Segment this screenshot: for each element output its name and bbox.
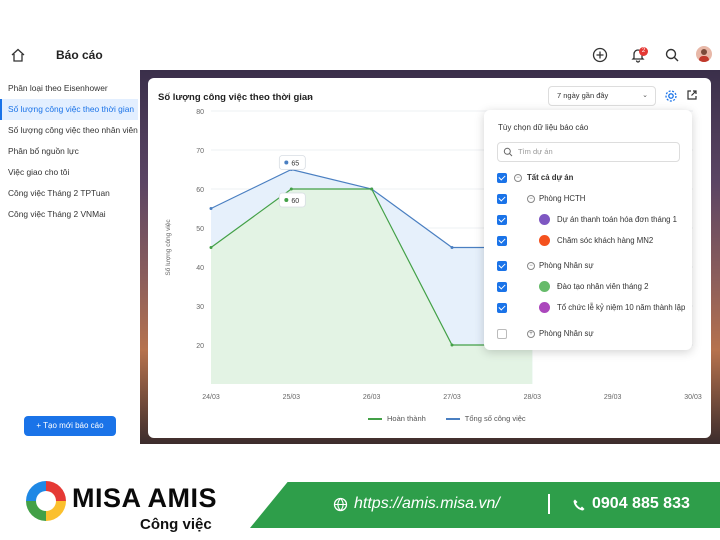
- avatar[interactable]: [696, 46, 712, 62]
- project-row-all[interactable]: − Tất cả dự án: [484, 169, 692, 187]
- y-tick-label: 60: [196, 187, 204, 194]
- collapse-icon[interactable]: −: [514, 174, 522, 182]
- y-tick-label: 70: [196, 148, 204, 155]
- data-point-done: [209, 246, 213, 249]
- report-sidebar: Phân loại theo Eisenhower Số lượng công …: [0, 78, 138, 444]
- gear-icon[interactable]: [664, 89, 678, 103]
- data-point-done: [450, 343, 454, 347]
- checkbox[interactable]: [497, 215, 507, 225]
- checkbox[interactable]: [497, 173, 507, 183]
- project-row-hr-2[interactable]: + Phòng Nhân sự: [484, 325, 692, 343]
- y-tick-label: 80: [196, 109, 204, 116]
- brand-name: MISA AMIS: [72, 483, 217, 513]
- y-tick-label: 40: [196, 265, 204, 272]
- page-title: Báo cáo: [56, 48, 103, 62]
- project-row-training[interactable]: Đào tạo nhân viên tháng 2: [484, 278, 692, 296]
- sidebar-item-feb-vnmai[interactable]: Công việc Tháng 2 VNMai: [8, 209, 106, 219]
- chart-legend: Hoàn thành Tổng số công việc: [368, 414, 526, 423]
- project-search-input[interactable]: Tìm dự án: [497, 142, 680, 162]
- project-icon: [539, 235, 550, 246]
- series-area-done: [211, 189, 533, 384]
- panel-title: Tùy chọn dữ liệu báo cáo: [498, 123, 589, 132]
- x-tick-label: 27/03: [443, 394, 461, 401]
- checkbox[interactable]: [497, 261, 507, 271]
- sidebar-item-feb-tptuan[interactable]: Công việc Tháng 2 TPTuan: [8, 188, 110, 198]
- checkbox[interactable]: [497, 303, 507, 313]
- checkbox[interactable]: [497, 194, 507, 204]
- y-tick-label: 30: [196, 304, 204, 311]
- chevron-down-icon: ⌄: [642, 92, 648, 99]
- legend-item-total[interactable]: Tổng số công việc: [445, 414, 526, 423]
- search-icon[interactable]: [663, 46, 681, 64]
- add-icon[interactable]: [591, 46, 609, 64]
- sidebar-item-assigned-to-me[interactable]: Việc giao cho tôi: [8, 167, 70, 177]
- project-icon: [539, 302, 550, 313]
- chevron-down-icon[interactable]: ⌄: [306, 92, 313, 101]
- checkbox[interactable]: [497, 329, 507, 339]
- phone-icon: [573, 499, 585, 511]
- export-icon[interactable]: [686, 89, 698, 101]
- data-point-total: [209, 207, 213, 210]
- sidebar-item-tasks-by-time[interactable]: Số lượng công việc theo thời gian: [0, 99, 138, 120]
- top-bar: Báo cáo 2: [0, 40, 720, 70]
- phone-number[interactable]: 0904 885 833: [592, 495, 690, 512]
- tooltip-total-label: 65: [291, 161, 299, 168]
- tooltip-done-label: 60: [291, 198, 299, 205]
- tasks-over-time-chart: 20 30 40 50 60 70 80 24/03 25/03 26/03 27/03 28/03 2…: [163, 109, 702, 401]
- website-link[interactable]: https://amis.misa.vn/: [354, 495, 500, 512]
- project-row-customer-care[interactable]: Chăm sóc khách hàng MN2: [484, 232, 692, 250]
- globe-icon: [333, 497, 348, 512]
- data-options-panel: Tùy chọn dữ liệu báo cáo Tìm dự án − Tất…: [484, 110, 692, 350]
- collapse-icon[interactable]: −: [527, 195, 535, 203]
- new-report-button[interactable]: + Tạo mới báo cáo: [24, 416, 116, 436]
- tooltip-done-dot: [284, 198, 289, 202]
- y-tick-label: 20: [196, 343, 204, 350]
- y-axis-label: Số lượng công việc: [163, 219, 172, 276]
- footer-banner: MISA AMIS Công việc https://amis.misa.vn…: [0, 452, 720, 540]
- x-tick-label: 26/03: [363, 394, 381, 401]
- notification-badge: 2: [639, 47, 648, 56]
- checkbox[interactable]: [497, 236, 507, 246]
- date-range-value: 7 ngày gần đây: [557, 91, 609, 100]
- x-tick-label: 28/03: [524, 394, 542, 401]
- sidebar-item-tasks-by-employee[interactable]: Số lượng công việc theo nhân viên: [8, 125, 138, 135]
- data-point-done: [370, 187, 374, 191]
- expand-icon[interactable]: +: [527, 330, 535, 338]
- date-range-select[interactable]: 7 ngày gần đây ⌄: [548, 86, 656, 106]
- contact-band: [250, 482, 720, 528]
- project-icon: [539, 281, 550, 292]
- search-icon: [503, 147, 513, 157]
- project-row-anniversary[interactable]: Tổ chức lễ kỷ niệm 10 năm thành lập: [484, 299, 692, 317]
- checkbox[interactable]: [497, 282, 507, 292]
- project-row-invoice[interactable]: Dự án thanh toán hóa đơn tháng 1: [484, 211, 692, 229]
- y-tick-label: 50: [196, 226, 204, 233]
- home-icon[interactable]: [10, 47, 26, 63]
- x-tick-label: 24/03: [202, 394, 220, 401]
- tooltip-total-box: [278, 155, 306, 170]
- collapse-icon[interactable]: −: [527, 262, 535, 270]
- project-icon: [539, 214, 550, 225]
- data-point-total: [450, 246, 454, 249]
- tooltip-total-dot: [284, 160, 289, 165]
- sidebar-item-eisenhower[interactable]: Phân loại theo Eisenhower: [8, 83, 108, 93]
- x-tick-label: 30/03: [684, 394, 702, 401]
- sidebar-item-resource-allocation[interactable]: Phân bổ nguồn lực: [8, 146, 79, 156]
- tooltip-done-box: [278, 192, 306, 208]
- x-tick-label: 25/03: [283, 394, 301, 401]
- brand-subtitle: Công việc: [140, 516, 212, 533]
- data-point-done: [289, 187, 293, 191]
- project-row-hr[interactable]: − Phòng Nhân sự: [484, 257, 692, 275]
- x-tick-label: 29/03: [604, 394, 622, 401]
- chart-title[interactable]: Số lượng công việc theo thời gian: [158, 92, 313, 103]
- project-row-hcth[interactable]: − Phòng HCTH: [484, 190, 692, 208]
- legend-item-done[interactable]: Hoàn thành: [368, 414, 426, 423]
